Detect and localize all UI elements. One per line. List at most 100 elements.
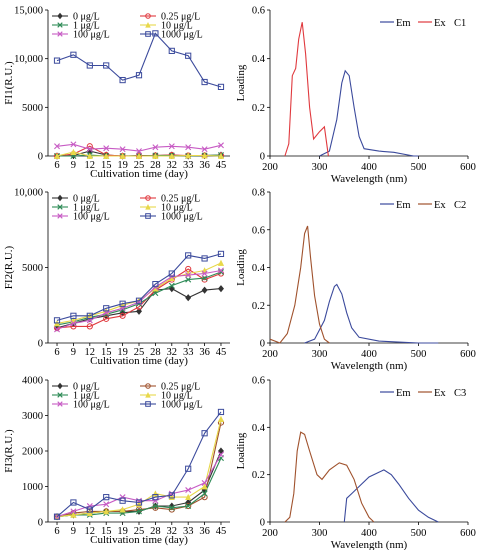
- data-point: [168, 506, 175, 513]
- data-point: [86, 323, 93, 330]
- x-tick-label: 9: [71, 526, 76, 537]
- data-point: [86, 62, 93, 69]
- legend-label: Ex: [434, 388, 446, 399]
- data-point: [168, 47, 175, 54]
- data-point: [135, 499, 143, 506]
- x-tick-label: 15: [101, 526, 112, 537]
- y-axis-label: FI3(R.U.): [3, 429, 15, 473]
- x-tick-label: 15: [101, 347, 112, 358]
- y-tick-label: 2000: [22, 447, 43, 458]
- series-ex: [269, 225, 330, 344]
- data-point: [201, 430, 208, 437]
- data-point: [86, 152, 93, 159]
- x-axis-label: Wavelength (nm): [331, 360, 408, 372]
- data-point: [103, 62, 110, 69]
- data-point: [145, 213, 151, 219]
- data-point: [152, 281, 159, 288]
- data-point: [70, 51, 77, 58]
- legend-label: 0 μg/L: [73, 12, 100, 23]
- data-point: [136, 508, 142, 515]
- legend-label: 1 μg/L: [73, 203, 100, 214]
- data-point: [185, 144, 192, 151]
- series-line: [304, 283, 439, 344]
- data-point: [217, 408, 225, 416]
- data-point: [53, 317, 61, 324]
- data-point: [53, 513, 61, 520]
- series-1000-g-l: [53, 30, 225, 90]
- x-tick-label: 12: [85, 347, 96, 358]
- x-tick-label: 500: [411, 528, 427, 539]
- chart-panel-3: 0 5000 10,000 6 9 12 15 19 25 28 32 33 36 45 Cultivati…: [3, 188, 230, 367]
- y-tick-label: 4000: [22, 376, 43, 387]
- legend-label: 1000 μg/L: [161, 212, 203, 223]
- x-tick-label: 15: [101, 160, 112, 171]
- y-axis-label: Loading: [235, 64, 247, 101]
- y-tick-label: 5000: [22, 263, 43, 274]
- data-point: [119, 146, 126, 153]
- legend-label: 100 μg/L: [73, 212, 110, 223]
- data-point: [86, 312, 93, 319]
- x-tick-label: 400: [361, 162, 377, 173]
- x-tick-label: 500: [411, 349, 427, 360]
- x-tick-label: 25: [134, 526, 145, 537]
- data-point: [201, 483, 208, 490]
- data-point: [217, 152, 225, 159]
- x-tick-label: 9: [71, 160, 76, 171]
- x-tick-label: 200: [262, 349, 278, 360]
- data-point: [70, 499, 77, 506]
- data-point: [54, 326, 61, 333]
- series-1000-g-l: [53, 250, 225, 324]
- data-point: [201, 494, 208, 501]
- data-point: [70, 320, 77, 327]
- legend-label: Em: [396, 200, 411, 211]
- legend-label: 1 μg/L: [73, 391, 100, 402]
- y-tick-label: 15,000: [14, 6, 43, 17]
- x-tick-label: 25: [134, 347, 145, 358]
- data-point: [201, 255, 208, 262]
- y-tick-label: 0: [260, 518, 265, 529]
- x-tick-label: 6: [54, 526, 59, 537]
- legend-label: 0.25 μg/L: [161, 382, 200, 393]
- x-tick-label: 19: [117, 526, 128, 537]
- x-tick-label: 400: [361, 528, 377, 539]
- data-point: [152, 144, 159, 151]
- y-tick-label: 0.4: [252, 263, 266, 274]
- series-em: [304, 283, 439, 344]
- x-tick-label: 33: [183, 347, 194, 358]
- x-axis-label: Cultivation time (day): [90, 168, 188, 180]
- data-point: [145, 195, 151, 201]
- data-point: [57, 22, 63, 28]
- data-point: [54, 143, 61, 150]
- y-tick-label: 5000: [22, 103, 43, 114]
- x-tick-label: 28: [150, 526, 161, 537]
- data-point: [119, 506, 126, 513]
- y-tick-label: 0.4: [252, 423, 266, 434]
- data-point: [145, 383, 151, 389]
- data-point: [145, 31, 151, 37]
- legend-label: 1000 μg/L: [161, 400, 203, 411]
- x-axis-label: Cultivation time (day): [90, 355, 188, 367]
- x-tick-label: 28: [150, 160, 161, 171]
- x-tick-label: 600: [460, 162, 476, 173]
- chart-panel-2: 0 0.2 0.4 0.6 200 300 400 500 600 Wavelength (nm)…: [235, 6, 476, 186]
- x-tick-label: 500: [411, 162, 427, 173]
- data-point: [145, 204, 151, 210]
- data-point: [217, 83, 225, 90]
- x-axis-label: Wavelength (nm): [331, 539, 408, 550]
- x-tick-label: 300: [312, 349, 328, 360]
- x-tick-label: 9: [71, 347, 76, 358]
- x-tick-label: 36: [199, 347, 210, 358]
- y-tick-label: 0.2: [252, 301, 265, 312]
- data-point: [185, 503, 192, 510]
- series-1000-g-l: [53, 408, 225, 520]
- data-point: [57, 213, 63, 219]
- data-point: [103, 315, 110, 322]
- data-point: [217, 415, 225, 422]
- legend-label: 10 μg/L: [161, 391, 193, 402]
- x-tick-label: 6: [54, 160, 59, 171]
- series-line: [56, 411, 222, 518]
- x-tick-label: 19: [117, 160, 128, 171]
- data-point: [201, 276, 208, 283]
- data-point: [168, 282, 175, 289]
